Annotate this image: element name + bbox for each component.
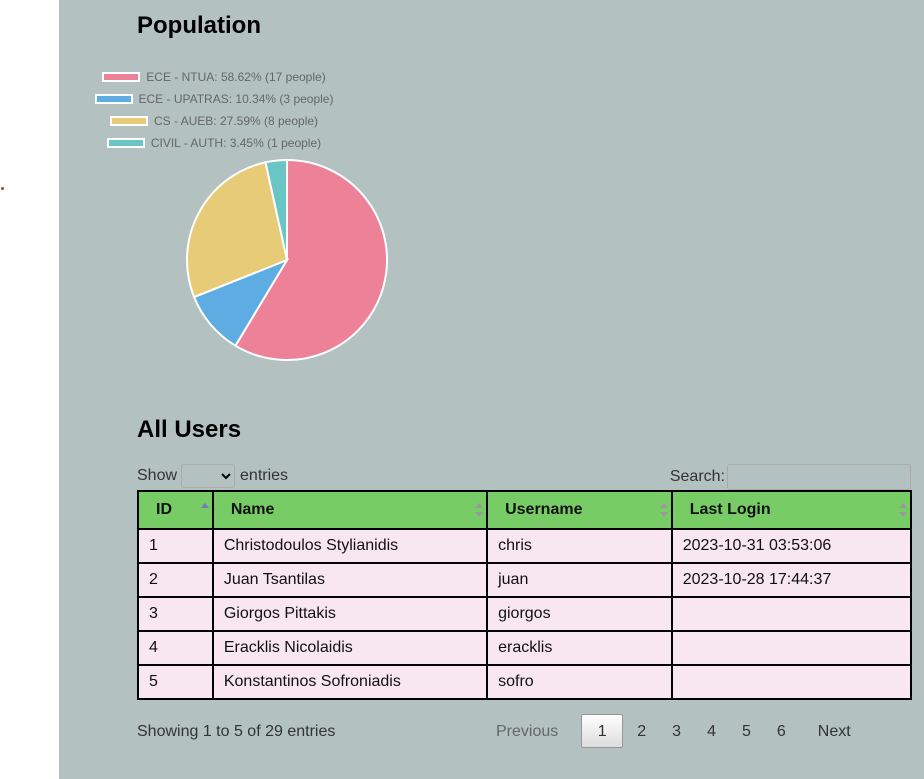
legend-item-ece-upatras[interactable]: ECE - UPATRAS: 10.34% (3 people) (59, 88, 369, 110)
cell-username: giorgos (486, 596, 673, 632)
table-row: 5 Konstantinos Sofroniadis sofro (137, 664, 913, 700)
page-button-2[interactable]: 2 (637, 723, 647, 740)
legend-swatch (102, 72, 141, 82)
table-row: 2 Juan Tsantilas juan 2023-10-28 17:44:3… (137, 562, 913, 598)
legend-label: ECE - NTUA: 58.62% (17 people) (146, 70, 326, 84)
search-label: Search: (669, 468, 725, 485)
column-header-id[interactable]: ID (137, 490, 214, 530)
previous-page-button[interactable]: Previous (496, 723, 559, 740)
users-title: All Users (137, 416, 242, 443)
search-input[interactable] (727, 464, 911, 490)
column-header-label: Username (505, 501, 583, 518)
cell-last-login: 2023-10-31 03:53:06 (670, 528, 913, 564)
cell-id: 2 (137, 562, 214, 598)
sort-both-icon (659, 503, 668, 517)
page-button-3[interactable]: 3 (672, 723, 682, 740)
page-button-6[interactable]: 6 (776, 723, 786, 740)
cell-id: 4 (137, 630, 214, 666)
legend-label: ECE - UPATRAS: 10.34% (3 people) (138, 92, 334, 106)
cell-name: Eracklis Nicolaidis (211, 630, 489, 666)
show-label: Show (137, 467, 178, 484)
table-row: 3 Giorgos Pittakis giorgos (137, 596, 913, 632)
chart-legend: ECE - NTUA: 58.62% (17 people) ECE - UPA… (59, 66, 369, 154)
cell-name: Christodoulos Stylianidis (211, 528, 489, 564)
page-button-5[interactable]: 5 (741, 723, 751, 740)
sort-both-icon (899, 503, 907, 517)
cell-username: eracklis (486, 630, 673, 666)
table-row: 1 Christodoulos Stylianidis chris 2023-1… (137, 528, 913, 564)
column-header-last-login[interactable]: Last Login (670, 490, 913, 530)
next-page-button[interactable]: Next (817, 723, 851, 740)
page-length-select[interactable] (181, 464, 236, 488)
column-header-name[interactable]: Name (211, 490, 489, 530)
table-row: 4 Eracklis Nicolaidis eracklis (137, 630, 913, 666)
cell-last-login (670, 664, 913, 700)
cell-name: Konstantinos Sofroniadis (211, 664, 489, 700)
pie-slice-ece-ntua[interactable] (234, 158, 388, 361)
pie-slice-cs-aueb[interactable] (186, 161, 289, 299)
legend-item-cs-aueb[interactable]: CS - AUEB: 27.59% (8 people) (59, 110, 369, 132)
table-info: Showing 1 to 5 of 29 entries (137, 723, 336, 740)
users-table: ID Name Username Last Login 1 (137, 490, 913, 700)
main-content: Population ECE - NTUA: 58.62% (17 people… (59, 0, 924, 779)
column-header-label: ID (156, 501, 172, 518)
red-dot-marker (1, 187, 4, 190)
cell-id: 5 (137, 664, 214, 700)
page-button-4[interactable]: 4 (707, 723, 716, 740)
legend-swatch (106, 138, 145, 148)
population-pie-chart (186, 158, 388, 361)
page-button-1[interactable]: 1 (581, 714, 624, 748)
legend-item-civil-auth[interactable]: CIVIL - AUTH: 3.45% (1 people) (59, 132, 369, 154)
pie-slice-civil-auth[interactable] (264, 158, 288, 261)
pagination: Previous 1 2 3 4 5 6 Next (479, 714, 863, 748)
table-header-row: ID Name Username Last Login (137, 490, 913, 530)
sort-ascending-icon (200, 503, 209, 517)
column-header-label: Name (230, 501, 275, 518)
cell-last-login: 2023-10-28 17:44:37 (670, 562, 913, 598)
legend-label: CS - AUEB: 27.59% (8 people) (153, 114, 319, 128)
population-title: Population (137, 12, 261, 39)
cell-username: juan (486, 562, 673, 598)
entries-label: entries (240, 467, 289, 484)
legend-label: CIVIL - AUTH: 3.45% (1 people) (150, 136, 322, 150)
table-controls: Show entries Search: (137, 462, 911, 490)
cell-name: Giorgos Pittakis (211, 596, 489, 632)
search-control: Search: (670, 464, 911, 490)
sort-both-icon (475, 503, 484, 517)
cell-last-login (670, 630, 913, 666)
legend-swatch (94, 94, 133, 104)
page-length-control: Show entries (137, 464, 288, 488)
cell-username: chris (486, 528, 673, 564)
legend-swatch (109, 116, 148, 126)
column-header-label: Last Login (689, 501, 771, 518)
cell-name: Juan Tsantilas (211, 562, 489, 598)
cell-username: sofro (486, 664, 673, 700)
cell-id: 1 (137, 528, 214, 564)
legend-item-ece-ntua[interactable]: ECE - NTUA: 58.62% (17 people) (59, 66, 369, 88)
cell-id: 3 (137, 596, 214, 632)
cell-last-login (670, 596, 913, 632)
column-header-username[interactable]: Username (486, 490, 673, 530)
